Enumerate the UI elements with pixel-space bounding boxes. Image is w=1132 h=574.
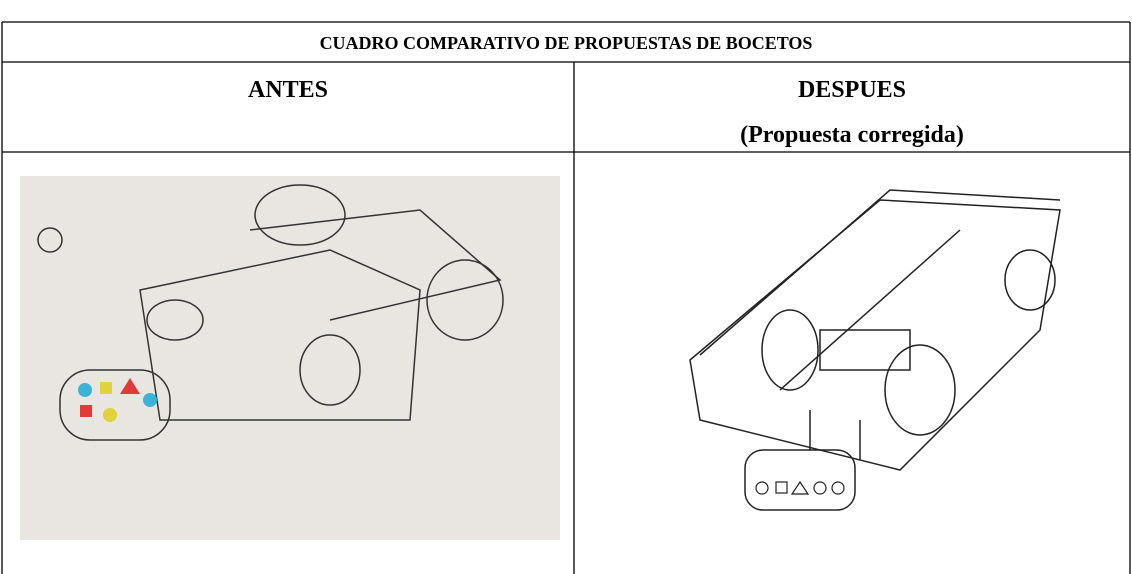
sketch-before	[20, 176, 560, 540]
column-heading: DESPUES	[797, 77, 907, 103]
table-title: CUADRO COMPARATIVO DE PROPUESTAS DE BOCE…	[319, 33, 813, 53]
table-borders	[1, 21, 1131, 574]
sketch-after	[689, 189, 1061, 511]
column-subheading: (Propuesta corregida)	[740, 122, 964, 148]
column-heading: ANTES	[247, 77, 329, 103]
